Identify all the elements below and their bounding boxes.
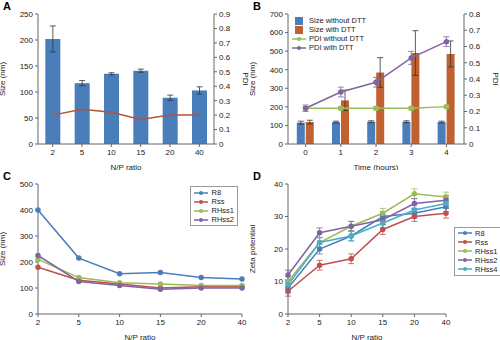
svg-text:10: 10: [274, 277, 283, 286]
svg-text:0: 0: [279, 140, 284, 149]
svg-text:2: 2: [50, 148, 55, 157]
svg-text:400: 400: [20, 206, 34, 215]
svg-text:0: 0: [469, 140, 474, 149]
svg-text:Size (nm): Size (nm): [250, 62, 257, 97]
svg-text:10: 10: [107, 148, 116, 157]
svg-text:300: 300: [270, 84, 284, 93]
svg-text:0.7: 0.7: [219, 39, 231, 48]
svg-text:100: 100: [20, 88, 34, 97]
svg-text:50: 50: [24, 114, 33, 123]
svg-text:300: 300: [20, 232, 34, 241]
html-text:Size with DTT: Size with DTT: [309, 25, 356, 34]
svg-text:15: 15: [378, 318, 387, 327]
svg-text:0: 0: [29, 140, 34, 149]
html-text:RHss1: RHss1: [211, 206, 234, 215]
svg-text:0.5: 0.5: [469, 59, 481, 68]
svg-text:N/P ratio: N/P ratio: [111, 163, 143, 170]
svg-text:15: 15: [136, 148, 145, 157]
svg-text:0: 0: [219, 140, 224, 149]
html-text:R8: R8: [475, 228, 485, 238]
svg-text:4: 4: [444, 148, 449, 157]
svg-text:40: 40: [274, 180, 283, 189]
svg-text:10: 10: [115, 318, 124, 327]
svg-text:30: 30: [274, 212, 283, 221]
svg-text:0.3: 0.3: [469, 91, 481, 100]
svg-text:0.1: 0.1: [469, 124, 481, 133]
svg-text:0.3: 0.3: [219, 97, 231, 106]
svg-text:0.2: 0.2: [469, 107, 481, 116]
svg-text:200: 200: [270, 103, 284, 112]
svg-text:40: 40: [195, 148, 204, 157]
html-text:Rss: Rss: [475, 237, 488, 247]
svg-text:N/P ratio: N/P ratio: [125, 333, 157, 340]
svg-text:100: 100: [20, 284, 34, 293]
svg-text:200: 200: [20, 36, 34, 45]
svg-text:0.7: 0.7: [469, 26, 481, 35]
svg-text:0: 0: [29, 310, 34, 319]
svg-text:PDI: PDI: [491, 72, 492, 85]
svg-text:20: 20: [410, 318, 419, 327]
svg-text:5: 5: [80, 148, 85, 157]
svg-text:0: 0: [279, 310, 284, 319]
svg-text:0.5: 0.5: [219, 68, 231, 77]
svg-text:0.8: 0.8: [219, 24, 231, 33]
svg-text:400: 400: [270, 66, 284, 75]
html-text:B: B: [253, 0, 261, 12]
svg-text:20: 20: [197, 318, 206, 327]
svg-text:0.6: 0.6: [469, 42, 481, 51]
svg-text:0.4: 0.4: [469, 75, 481, 84]
svg-text:600: 600: [270, 28, 284, 37]
svg-text:200: 200: [20, 258, 34, 267]
svg-text:0.1: 0.1: [219, 125, 231, 134]
svg-text:5: 5: [77, 318, 82, 327]
html-text:PDI with DTT: PDI with DTT: [309, 43, 354, 52]
svg-text:Time (hours): Time (hours): [353, 163, 398, 170]
svg-text:PDI: PDI: [241, 72, 250, 85]
html-text:A: A: [3, 0, 11, 12]
svg-text:0.9: 0.9: [219, 10, 231, 19]
svg-text:500: 500: [270, 47, 284, 56]
html-text:C: C: [3, 170, 11, 182]
html-text:RHss1: RHss1: [475, 246, 498, 256]
svg-text:15: 15: [156, 318, 165, 327]
svg-text:0.2: 0.2: [219, 111, 231, 120]
svg-text:1: 1: [339, 148, 344, 157]
svg-text:500: 500: [20, 180, 34, 189]
svg-text:2: 2: [36, 318, 41, 327]
html-text:R8: R8: [211, 188, 222, 197]
html-text:D: D: [253, 170, 261, 182]
svg-text:20: 20: [166, 148, 175, 157]
svg-text:Zeta potential: Zeta potential: [250, 225, 257, 274]
svg-text:150: 150: [20, 62, 34, 71]
svg-text:250: 250: [20, 10, 34, 19]
svg-text:100: 100: [270, 121, 284, 130]
html-text:RHss4: RHss4: [475, 264, 498, 274]
svg-text:N/P ratio: N/P ratio: [352, 333, 384, 340]
svg-text:0.8: 0.8: [469, 10, 481, 19]
svg-text:5: 5: [317, 318, 322, 327]
html-text:RHss2: RHss2: [475, 255, 498, 265]
svg-text:20: 20: [274, 245, 283, 254]
svg-text:0.6: 0.6: [219, 53, 231, 62]
html-text:Size without DTT: Size without DTT: [309, 16, 367, 25]
svg-text:3: 3: [409, 148, 414, 157]
svg-text:2: 2: [374, 148, 379, 157]
svg-text:40: 40: [442, 318, 451, 327]
svg-text:0.4: 0.4: [219, 82, 231, 91]
svg-text:700: 700: [270, 10, 284, 19]
html-text:RHss2: RHss2: [211, 215, 234, 224]
svg-text:0: 0: [303, 148, 308, 157]
svg-text:40: 40: [238, 318, 247, 327]
html-text:Rss: Rss: [211, 197, 225, 206]
svg-text:10: 10: [347, 318, 356, 327]
html-text:PDI without DTT: PDI without DTT: [309, 34, 364, 43]
svg-text:2: 2: [286, 318, 291, 327]
